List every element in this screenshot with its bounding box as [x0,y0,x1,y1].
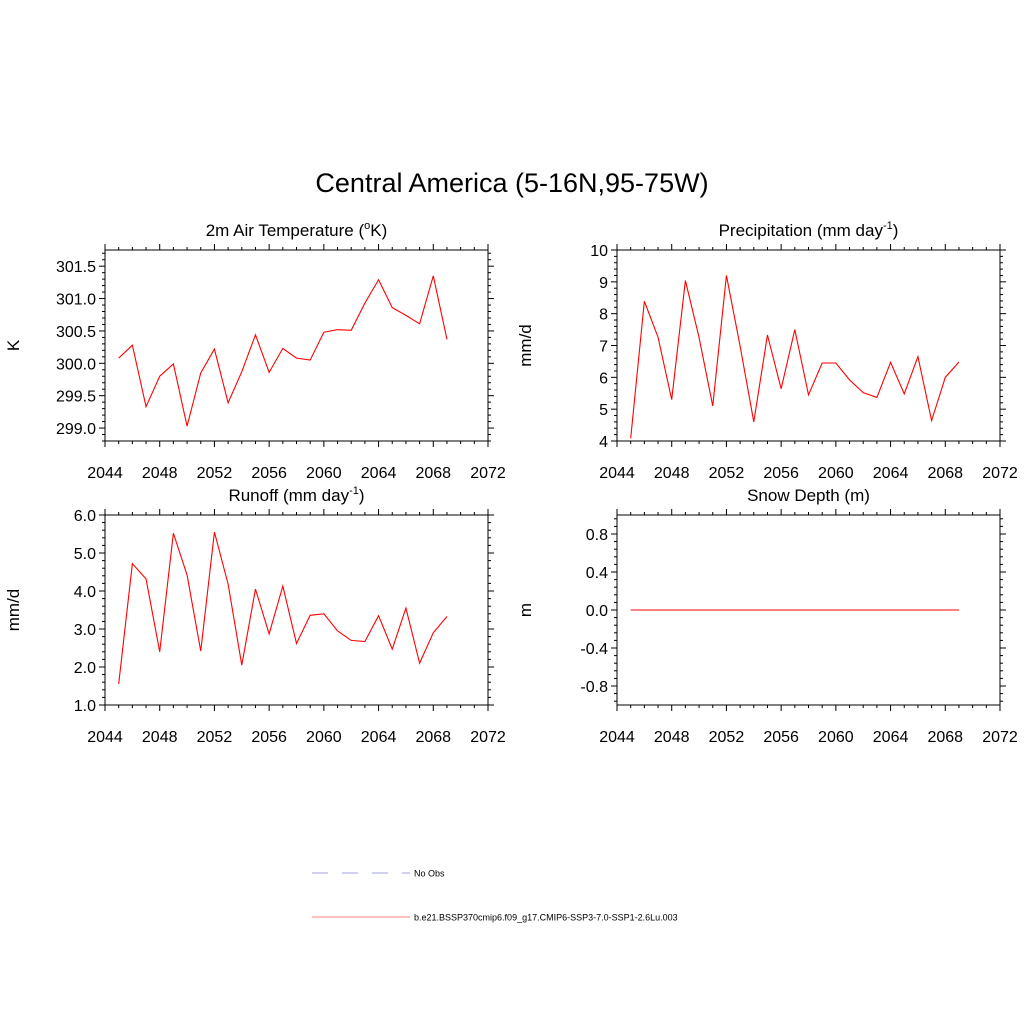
x-tick-label: 2056 [251,729,287,746]
plot-frame [104,514,489,706]
x-tick-label: 2048 [654,729,690,746]
panel-title-text: ) [893,221,899,240]
y-tick-label: 301.5 [56,259,96,276]
legend-label-2: b.e21.BSSP370cmip6.f09_g17.CMIP6-SSP3-7.… [414,913,678,923]
chart-panel-1: 2044 2048 2052 2056 2060 2064 2068 2072 299.0 299… [4,220,506,482]
x-tick-label: 2048 [142,465,178,482]
y-tick-label: 300.0 [56,356,96,373]
x-tick-label: 2044 [599,729,635,746]
x-tick-label: 2052 [197,729,233,746]
x-tick-label: 2060 [306,729,342,746]
panel-title-superscript: -1 [349,485,359,497]
x-tick-label: 2064 [873,465,909,482]
x-tick-label: 2068 [927,465,963,482]
y-tick-label: 7 [599,339,608,356]
y-tick-label: 9 [599,275,608,292]
plot-frame [104,249,489,442]
chart-panel-2: 2044 2048 2052 2056 2060 2064 2068 2072 4 5 6 7 8 9 10… [516,220,1018,482]
y-tick-label: -0.8 [580,679,608,696]
x-tick-label: 2060 [818,729,854,746]
legend: No Obs b.e21.BSSP370cmip6.f09_g17.CMIP6-S… [312,869,678,923]
x-tick-label: 2052 [197,465,233,482]
y-tick-label: 10 [590,243,608,260]
legend-label-1: No Obs [414,869,445,879]
y-tick-label: 300.5 [56,324,96,341]
y-tick-label: 0.4 [586,565,608,582]
x-tick-label: 2044 [87,729,123,746]
x-tick-label: 2052 [709,465,745,482]
y-axis-label: K [4,339,23,351]
panel-title-text: K) [370,221,387,240]
y-axis-label: mm/d [516,324,535,367]
chart-panel-3: 2044 2048 2052 2056 2060 2064 2068 2072 1.0 2.0 3.… [4,485,506,746]
y-axis-label: mm/d [4,589,23,632]
y-tick-label: 4.0 [74,584,96,601]
x-tick-label: 2048 [654,465,690,482]
series-line [118,531,448,685]
x-tick-label: 2064 [361,465,397,482]
x-tick-label: 2072 [470,729,506,746]
y-axis-label: m [516,603,535,617]
chart-panel-4: 2044 2048 2052 2056 2060 2064 2068 2072 0.8 0.4 0.… [516,486,1018,746]
x-tick-label: 2072 [982,465,1018,482]
panel-title-superscript: o [364,220,370,232]
panel-title-text: Precipitation (mm day [719,221,884,240]
y-tick-label: 301.0 [56,292,96,309]
x-tick-label: 2056 [251,465,287,482]
series-line [630,275,960,439]
x-tick-label: 2064 [361,729,397,746]
y-tick-label: 0.0 [586,603,608,620]
y-tick-label: 8 [599,307,608,324]
panel-title-superscript: -1 [883,220,893,232]
y-tick-label: 6 [599,370,608,387]
y-tick-label: 0.8 [586,527,608,544]
x-tick-label: 2048 [142,729,178,746]
y-tick-label: 299.5 [56,389,96,406]
panel-title: Precipitation (mm day-1) [719,220,899,240]
y-tick-label: -0.4 [580,641,608,658]
x-tick-label: 2064 [873,729,909,746]
y-tick-label: 6.0 [74,508,96,525]
panel-title: 2m Air Temperature (oK) [206,220,388,240]
panel-title-text: ) [359,486,365,505]
x-tick-label: 2060 [306,465,342,482]
x-tick-label: 2072 [470,465,506,482]
panel-title-text: Snow Depth (m) [747,486,870,505]
x-tick-label: 2072 [982,729,1018,746]
y-tick-label: 1.0 [74,698,96,715]
panel-title-text: 2m Air Temperature ( [206,221,365,240]
y-tick-label: 3.0 [74,622,96,639]
y-tick-label: 299.0 [56,421,96,438]
x-tick-label: 2068 [415,465,451,482]
panel-title: Snow Depth (m) [747,486,870,505]
panel-title-text: Runoff (mm day [228,486,349,505]
x-tick-label: 2052 [709,729,745,746]
series-line [118,275,448,427]
x-tick-label: 2068 [927,729,963,746]
y-tick-label: 4 [599,434,608,451]
x-tick-label: 2056 [763,465,799,482]
x-tick-label: 2044 [87,465,123,482]
y-tick-label: 2.0 [74,660,96,677]
figure-title: Central America (5-16N,95-75W) [315,168,709,198]
x-tick-label: 2056 [763,729,799,746]
panel-title: Runoff (mm day-1) [228,485,364,505]
y-tick-label: 5 [599,402,608,419]
y-tick-label: 5.0 [74,546,96,563]
x-tick-label: 2044 [599,465,635,482]
x-tick-label: 2060 [818,465,854,482]
x-tick-label: 2068 [415,729,451,746]
plot-frame [616,249,1001,442]
